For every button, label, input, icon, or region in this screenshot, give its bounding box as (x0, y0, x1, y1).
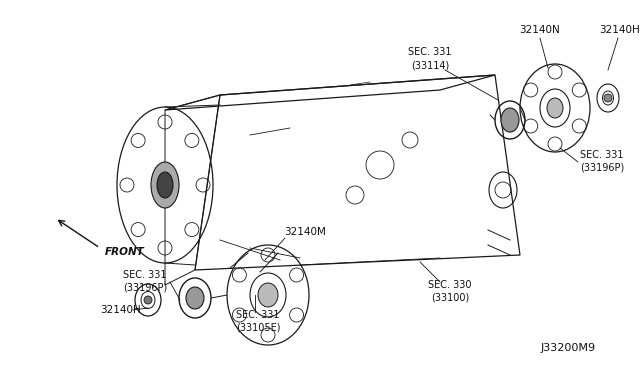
Text: SEC. 331: SEC. 331 (580, 150, 623, 160)
Text: J33200M9: J33200M9 (541, 343, 596, 353)
Text: FRONT: FRONT (105, 247, 145, 257)
Text: 32140H: 32140H (600, 25, 640, 35)
Text: SEC. 331: SEC. 331 (236, 310, 280, 320)
Circle shape (144, 296, 152, 304)
Ellipse shape (501, 108, 519, 132)
Ellipse shape (547, 98, 563, 118)
Text: 32140M: 32140M (284, 227, 326, 237)
Text: (33105E): (33105E) (236, 323, 280, 333)
Text: SEC. 331: SEC. 331 (124, 270, 167, 280)
Text: SEC. 331: SEC. 331 (408, 47, 452, 57)
Ellipse shape (151, 162, 179, 208)
Text: (33196P): (33196P) (123, 283, 167, 293)
Text: 32140H: 32140H (100, 305, 141, 315)
Text: (33100): (33100) (431, 293, 469, 303)
Text: SEC. 330: SEC. 330 (428, 280, 472, 290)
Text: (33196P): (33196P) (580, 163, 624, 173)
Ellipse shape (157, 172, 173, 198)
Circle shape (604, 94, 612, 102)
Text: (33114): (33114) (411, 60, 449, 70)
Text: 32140N: 32140N (520, 25, 561, 35)
Ellipse shape (258, 283, 278, 307)
Ellipse shape (186, 287, 204, 309)
